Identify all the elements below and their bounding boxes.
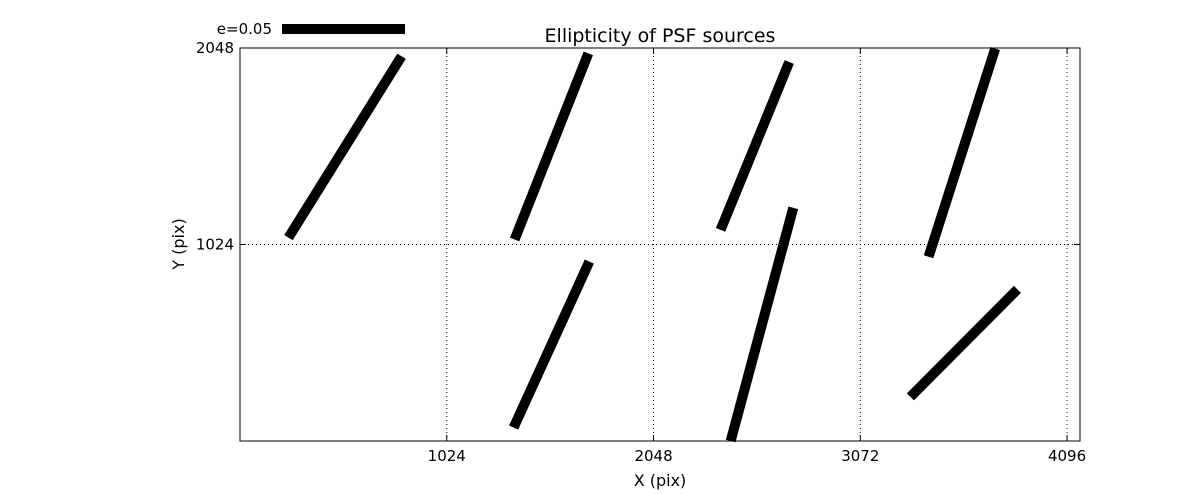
y-tick-label: 2048 (196, 39, 234, 57)
x-tick-label: 4096 (1048, 447, 1086, 465)
ellipticity-whisker-7 (906, 285, 1021, 401)
x-tick-label: 1024 (428, 447, 466, 465)
whisker-layer (284, 47, 1021, 443)
ellipticity-whisker-3 (715, 60, 794, 232)
x-axis-label: X (pix) (634, 471, 687, 490)
y-tick-label: 1024 (196, 236, 234, 254)
ellipticity-whisker-6 (725, 206, 799, 443)
tick-layer: 1024 2048 3072 4096 1024 2048 (196, 39, 1086, 465)
ellipticity-whisker-2 (509, 51, 593, 242)
chart-title: Ellipticity of PSF sources (545, 25, 776, 47)
ellipticity-whisker-5 (509, 259, 594, 430)
x-tick-label: 2048 (634, 447, 672, 465)
ellipticity-whisker-4 (923, 47, 1000, 259)
key-label: e=0.05 (217, 20, 272, 38)
y-axis-label: Y (pix) (169, 218, 188, 270)
x-tick-label: 3072 (841, 447, 879, 465)
ellipticity-whisker-1 (284, 53, 406, 241)
